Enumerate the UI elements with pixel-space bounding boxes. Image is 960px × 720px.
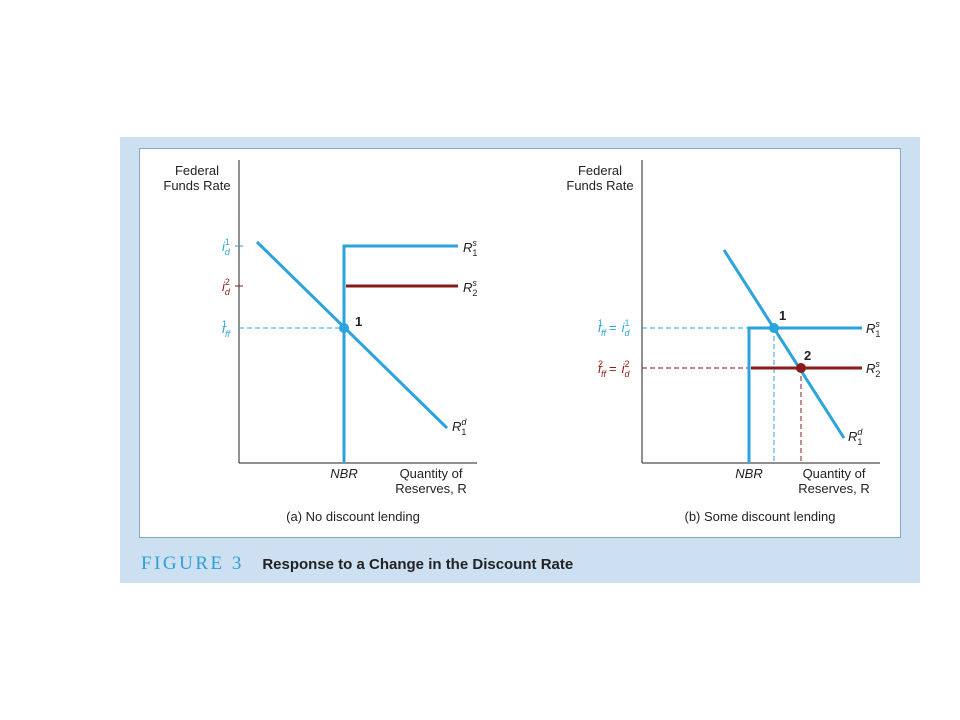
panel-b-caption: (b) Some discount lending: [684, 509, 835, 524]
panel-b-point-label-2: 2: [804, 348, 811, 363]
figure-title: Response to a Change in the Discount Rat…: [262, 556, 574, 573]
panel-b-equilibrium-point-1: [769, 323, 779, 333]
figure-frame: Federal Funds Rate id1 id2 iff1: [120, 137, 920, 583]
panel-a-label-id2: id2: [222, 277, 231, 297]
panel-a-x-axis-label-line1: Quantity of: [400, 466, 463, 481]
panel-a-equilibrium-point-1: [339, 323, 349, 333]
panel-a-demand-curve-r1d: [255, 240, 449, 430]
panel-b-x-axis-label-line1: Quantity of: [803, 466, 866, 481]
panel-b-label-r1d: R1d: [848, 427, 863, 447]
panel-a-point-label-1: 1: [355, 314, 362, 329]
panel-a: Federal Funds Rate id1 id2 iff1: [163, 160, 477, 524]
panel-a-x-axis-label-line2: Reserves, R: [395, 481, 467, 496]
panel-b-demand-curve-r1d: [722, 249, 846, 439]
panel-b-y-axis-label-line1: Federal: [578, 163, 622, 178]
panel-a-label-iff1: iff1: [222, 319, 231, 339]
figure-panel-area: Federal Funds Rate id1 id2 iff1: [139, 148, 901, 538]
panel-b: Federal Funds Rate iff1 = id1 iff2 = id2: [566, 160, 880, 524]
panel-b-label-r2s: R2s: [866, 359, 880, 379]
panel-a-caption: (a) No discount lending: [286, 509, 420, 524]
panel-a-label-r2s: R2s: [463, 278, 477, 298]
panel-b-y-axis-label-line2: Funds Rate: [566, 178, 633, 193]
panel-a-y-axis-label-line2: Funds Rate: [163, 178, 230, 193]
panel-a-label-id1: id1: [222, 237, 231, 257]
panel-b-point-label-1: 1: [779, 308, 786, 323]
panel-a-label-r1d: R1d: [452, 417, 467, 437]
panel-b-x-axis-label-line2: Reserves, R: [798, 481, 870, 496]
figure-diagram: Federal Funds Rate id1 id2 iff1: [163, 160, 880, 524]
panel-b-label-r1s: R1s: [866, 319, 880, 339]
panel-a-nbr-label: NBR: [330, 466, 357, 481]
panel-b-equilibrium-point-2: [796, 363, 806, 373]
panel-b-label-eq2: iff2 = id2: [598, 359, 631, 379]
panel-b-label-eq1: iff1 = id1: [598, 318, 631, 338]
panel-b-supply-curve-r1s: [747, 326, 862, 463]
panel-a-supply-curve-r1s: [342, 244, 458, 463]
figure-number: FIGURE 3: [141, 553, 244, 574]
panel-a-label-r1s: R1s: [463, 238, 477, 258]
figure-caption: FIGURE 3 Response to a Change in the Dis…: [141, 553, 573, 575]
panel-a-y-axis-label-line1: Federal: [175, 163, 219, 178]
panel-b-nbr-label: NBR: [735, 466, 762, 481]
